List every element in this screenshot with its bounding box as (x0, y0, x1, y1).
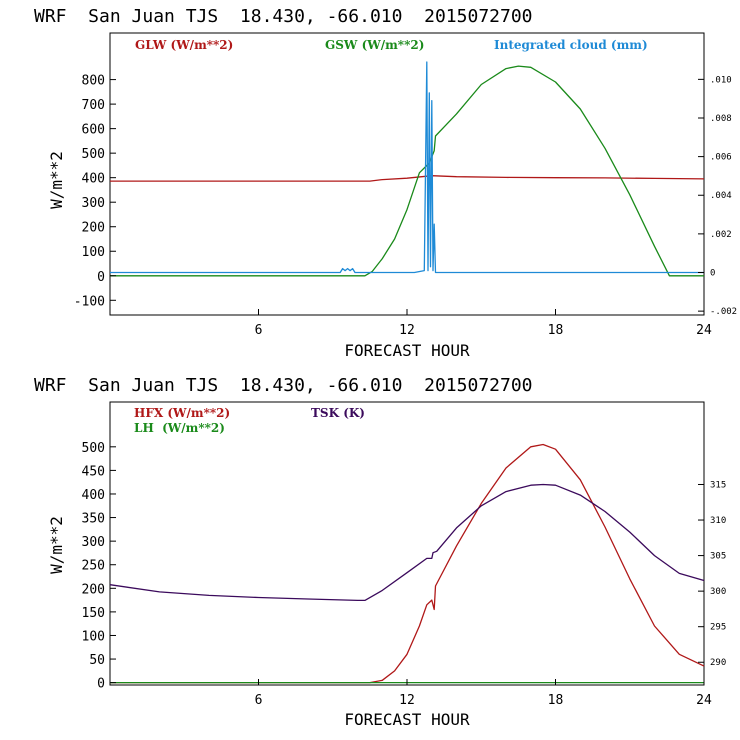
y2-tick-label: .002 (710, 230, 732, 240)
x-tick-label: 24 (696, 693, 712, 708)
panel-1-title: WRF San Juan TJS 18.430, -66.010 2015072… (34, 6, 533, 27)
x-tick-label: 18 (548, 693, 564, 708)
y2-tick-label: .008 (710, 114, 732, 124)
y-tick-label: 200 (82, 221, 105, 236)
legend-integrated-cloud: Integrated cloud (mm) (494, 38, 648, 52)
series-line-glw (110, 175, 705, 182)
y-tick-label: 700 (82, 98, 105, 113)
y-tick-label: 250 (82, 559, 105, 574)
y-tick-label: 500 (82, 441, 105, 456)
y2-tick-label: 0 (710, 269, 715, 279)
series-line-integrated (110, 61, 704, 274)
legend-tsk: TSK (K) (311, 406, 365, 420)
y-tick-label: 600 (82, 123, 105, 138)
x-tick-label: 6 (255, 693, 263, 708)
y-tick-label: 400 (82, 172, 105, 187)
y-tick-label: 0 (97, 677, 105, 692)
legend-glw: GLW (W/m**2) (135, 38, 233, 52)
x-tick-label: 18 (548, 323, 564, 338)
series-line-hfx (110, 443, 705, 684)
y-tick-label: 450 (82, 464, 105, 479)
panel-surface-fluxes: WRF San Juan TJS 18.430, -66.010 2015072… (34, 375, 726, 729)
y-tick-label: 800 (82, 74, 105, 89)
x-tick-label: 6 (255, 323, 263, 338)
y2-tick-label: 300 (710, 587, 726, 597)
panel-1-y-label: W/m**2 (47, 151, 66, 209)
x-tick-label: 12 (399, 693, 415, 708)
y2-tick-label: 310 (710, 516, 726, 526)
x-tick-label: 24 (696, 323, 712, 338)
y2-tick-label: 315 (710, 480, 726, 490)
y-tick-label: -100 (74, 294, 105, 309)
y-tick-label: 0 (97, 270, 105, 285)
y2-tick-label: 290 (710, 658, 726, 668)
y-tick-label: 100 (82, 629, 105, 644)
y-tick-label: 50 (89, 653, 105, 668)
panel-1-x-label: FORECAST HOUR (344, 341, 470, 360)
y-tick-label: 500 (82, 147, 105, 162)
panel-radiation: WRF San Juan TJS 18.430, -66.010 2015072… (34, 6, 737, 360)
panel-2-y-label: W/m**2 (47, 516, 66, 574)
y2-tick-label: 295 (710, 623, 726, 633)
panel-2-title: WRF San Juan TJS 18.430, -66.010 2015072… (34, 375, 533, 396)
y2-tick-label: .006 (710, 153, 732, 163)
y2-tick-label: .004 (710, 191, 732, 201)
y2-tick-label: 305 (710, 552, 726, 562)
y2-tick-label: -.002 (710, 307, 737, 317)
legend-lh: LH (W/m**2) (134, 421, 225, 435)
y-tick-label: 300 (82, 196, 105, 211)
y-tick-label: 350 (82, 512, 105, 527)
legend-hfx: HFX (W/m**2) (134, 406, 230, 420)
series-line-gsw (110, 65, 704, 277)
y-tick-label: 150 (82, 606, 105, 621)
y-tick-label: 300 (82, 535, 105, 550)
legend-gsw: GSW (W/m**2) (325, 38, 424, 52)
panel-2-x-label: FORECAST HOUR (344, 710, 470, 729)
y-tick-label: 100 (82, 245, 105, 260)
y-tick-label: 200 (82, 582, 105, 597)
y-tick-label: 400 (82, 488, 105, 503)
series-line-tsk (109, 483, 705, 602)
x-tick-label: 12 (399, 323, 415, 338)
panel-2-frame (109, 401, 705, 686)
y2-tick-label: .010 (710, 75, 732, 85)
